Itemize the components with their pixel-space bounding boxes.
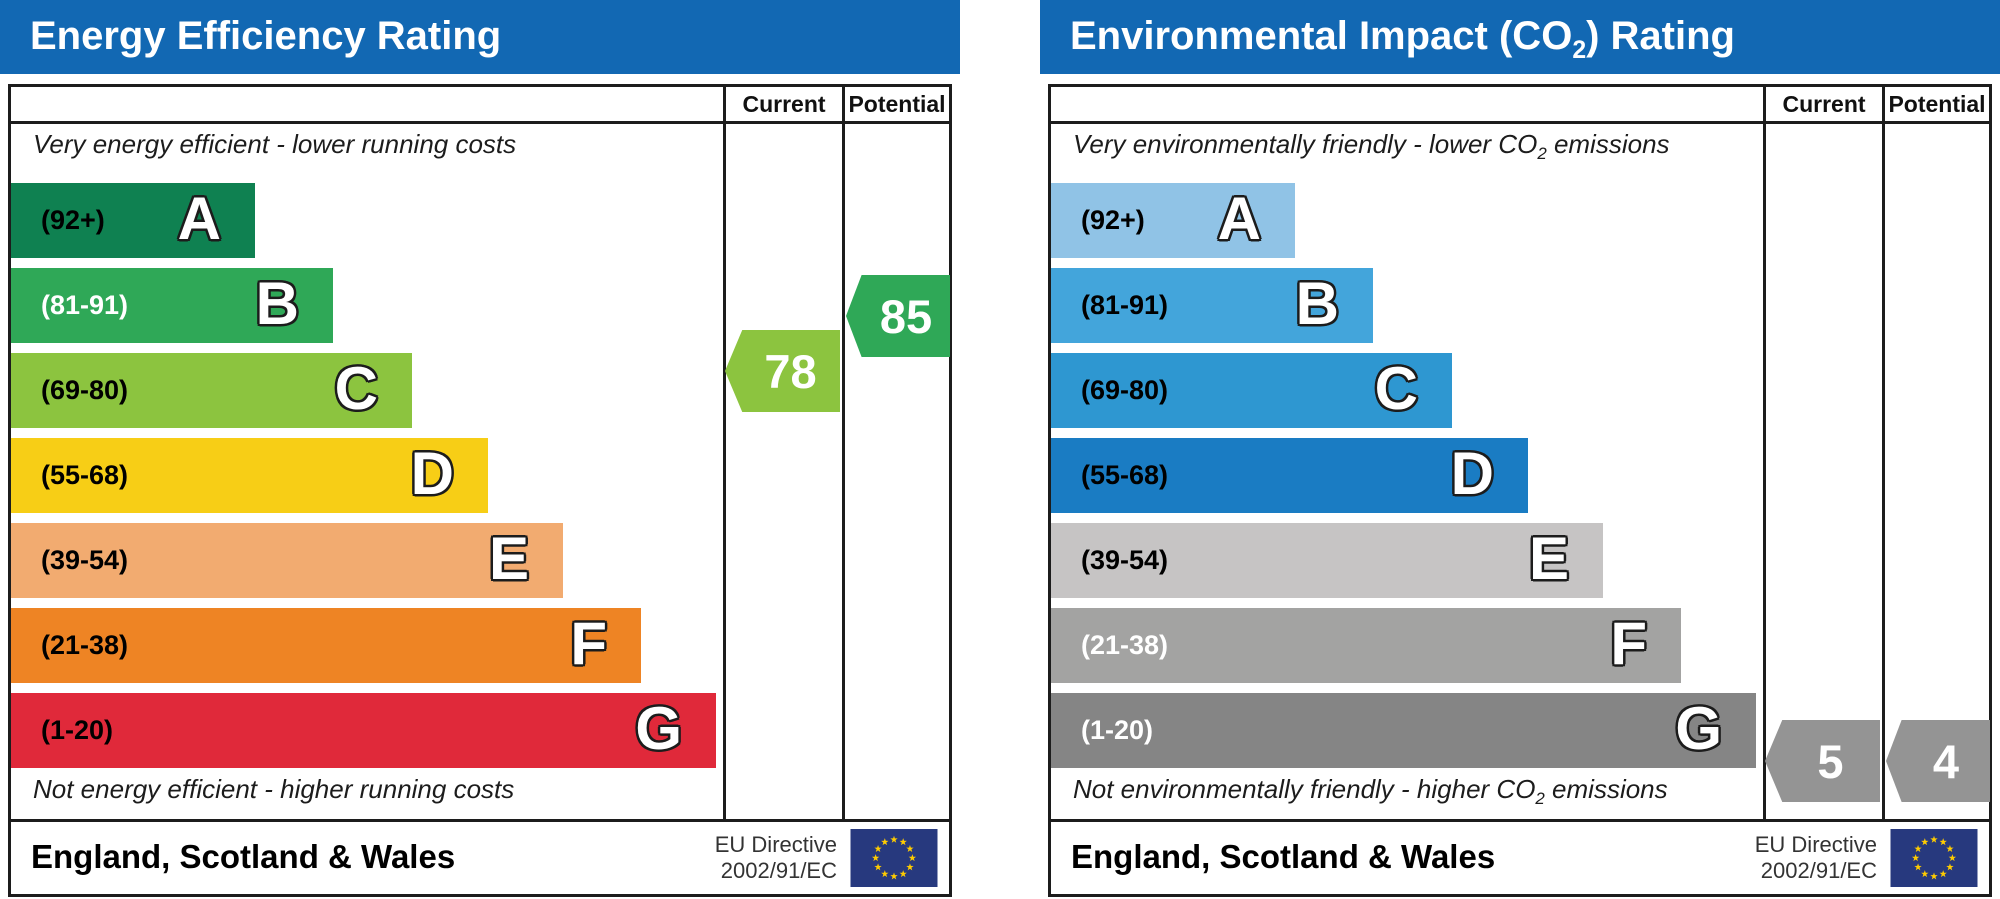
- column-header-potential: Potential: [848, 91, 946, 117]
- band-letter: C: [333, 354, 379, 424]
- header-divider: [1051, 121, 1989, 124]
- band-f: (21-38) F: [1051, 608, 1681, 683]
- current-rating-value: 5: [1817, 734, 1844, 788]
- panel-energy-efficiency: Energy Efficiency Rating Current Potenti…: [0, 0, 960, 899]
- band-letter: E: [1528, 524, 1571, 594]
- current-rating-value: 78: [764, 344, 817, 398]
- band-e: (39-54) E: [11, 523, 563, 598]
- band-range-label: (55-68): [41, 460, 129, 490]
- band-letter: B: [1294, 269, 1340, 339]
- region-label: England, Scotland & Wales: [31, 838, 456, 875]
- page-title: Energy Efficiency Rating: [30, 14, 502, 58]
- band-c: (69-80) C: [11, 353, 412, 428]
- panel-environmental-impact: Environmental Impact (CO2) Rating Curren…: [1040, 0, 2000, 899]
- potential-rating-value: 85: [879, 289, 933, 343]
- band-d: (55-68) D: [11, 438, 488, 513]
- band-range-label: (21-38): [1081, 630, 1169, 660]
- band-letter: B: [254, 269, 300, 339]
- band-letter: E: [488, 524, 531, 594]
- band-g: (1-20) G: [1051, 693, 1756, 768]
- band-a: (92+) A: [1051, 183, 1295, 258]
- band-e: (39-54) E: [1051, 523, 1603, 598]
- panel-title-bar: Environmental Impact (CO2) Rating: [1040, 0, 2000, 74]
- band-range-label: (1-20): [41, 715, 114, 745]
- band-range-label: (92+): [41, 205, 105, 235]
- band-letter: G: [1674, 694, 1723, 764]
- band-range-label: (81-91): [41, 290, 129, 320]
- band-range-label: (69-80): [1081, 375, 1169, 405]
- column-divider: [723, 87, 726, 819]
- eu-directive-label: EU Directive 2002/91/EC: [1754, 832, 1877, 883]
- potential-rating-value: 4: [1932, 734, 1960, 788]
- band-letter: G: [634, 694, 683, 764]
- eu-flag-icon: [1890, 829, 1978, 887]
- band-c: (69-80) C: [1051, 353, 1452, 428]
- band-range-label: (92+): [1081, 205, 1145, 235]
- eu-directive-label: EU Directive 2002/91/EC: [714, 832, 837, 883]
- panel-title-bar: Energy Efficiency Rating: [0, 0, 960, 74]
- band-b: (81-91) B: [1051, 268, 1373, 343]
- caption-top: Very environmentally friendly - lower CO…: [1073, 129, 1670, 164]
- footer: England, Scotland & Wales EU Directive 2…: [8, 822, 952, 897]
- band-f: (21-38) F: [11, 608, 641, 683]
- eu-flag-icon: [850, 829, 938, 887]
- band-range-label: (39-54): [1081, 545, 1169, 575]
- column-divider: [1763, 87, 1766, 819]
- band-letter: A: [176, 184, 222, 254]
- caption-top: Very energy efficient - lower running co…: [33, 129, 517, 159]
- band-range-label: (69-80): [41, 375, 129, 405]
- caption-bottom: Not energy efficient - higher running co…: [33, 773, 515, 804]
- band-range-label: (1-20): [1081, 715, 1154, 745]
- band-letter: F: [569, 609, 608, 679]
- band-letter: D: [409, 439, 455, 509]
- band-range-label: (21-38): [41, 630, 129, 660]
- band-letter: D: [1449, 439, 1495, 509]
- band-range-label: (55-68): [1081, 460, 1169, 490]
- page-title: Environmental Impact (CO2) Rating: [1070, 14, 1735, 64]
- marker-current: 78: [725, 330, 840, 412]
- region-label: England, Scotland & Wales: [1071, 838, 1496, 875]
- band-range-label: (81-91): [1081, 290, 1169, 320]
- band-b: (81-91) B: [11, 268, 333, 343]
- marker-potential: 85: [846, 275, 950, 357]
- marker-current: 5: [1765, 720, 1880, 802]
- band-range-label: (39-54): [41, 545, 129, 575]
- band-a: (92+) A: [11, 183, 255, 258]
- header-divider: [11, 121, 949, 124]
- column-header-current: Current: [1782, 91, 1866, 117]
- band-g: (1-20) G: [11, 693, 716, 768]
- column-header-current: Current: [742, 91, 826, 117]
- column-divider: [1882, 87, 1885, 819]
- footer: England, Scotland & Wales EU Directive 2…: [1048, 822, 1992, 897]
- band-letter: C: [1373, 354, 1419, 424]
- rating-table: Current Potential Very energy efficient …: [8, 84, 952, 822]
- band-letter: F: [1609, 609, 1648, 679]
- band-letter: A: [1216, 184, 1262, 254]
- column-header-potential: Potential: [1888, 91, 1986, 117]
- marker-potential: 4: [1886, 720, 1990, 802]
- column-divider: [842, 87, 845, 819]
- caption-bottom: Not environmentally friendly - higher CO…: [1073, 773, 1668, 808]
- band-d: (55-68) D: [1051, 438, 1528, 513]
- rating-table: Current Potential Very environmentally f…: [1048, 84, 1992, 822]
